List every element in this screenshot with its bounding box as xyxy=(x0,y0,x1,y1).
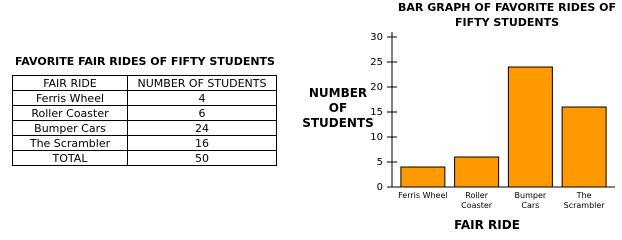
y-tick-label: 0 xyxy=(377,182,383,193)
table-header: FAIR RIDE NUMBER OF STUDENTS xyxy=(12,75,277,91)
bar xyxy=(507,66,553,188)
x-axis-label: FAIR RIDE xyxy=(454,218,520,230)
header-cell: NUMBER OF STUDENTS xyxy=(127,75,277,91)
table-total: TOTAL 50 xyxy=(12,150,277,166)
x-tick-label: Bumper Cars xyxy=(514,191,547,210)
cell: TOTAL xyxy=(12,150,128,166)
x-tick-label: Ferris Wheel xyxy=(398,191,448,200)
bar xyxy=(400,166,446,188)
cell: Bumper Cars xyxy=(12,120,128,136)
bar xyxy=(454,156,500,188)
cell: Roller Coaster xyxy=(12,105,128,121)
page: FAVORITE FAIR RIDES OF FIFTY STUDENTS FA… xyxy=(12,1,616,230)
y-tick-label: 15 xyxy=(370,107,383,118)
chart: 0 5 10 15 20 25 30 xyxy=(370,32,615,193)
data-table: FAIR RIDE NUMBER OF STUDENTS Ferris Wheel… xyxy=(12,75,277,166)
y-tick-label: 20 xyxy=(370,82,383,93)
chart-title: BAR GRAPH OF FAVORITE RIDES OF FIFTY STU… xyxy=(398,1,616,29)
y-tick-label: 5 xyxy=(377,157,383,168)
cell: 50 xyxy=(127,150,277,166)
cell: The Scrambler xyxy=(12,135,128,151)
y-tick-label: 25 xyxy=(370,57,383,68)
x-tick-label: Roller Coaster xyxy=(461,191,493,210)
cell: 16 xyxy=(127,135,277,151)
table-title: FAVORITE FAIR RIDES OF FIFTY STUDENTS xyxy=(15,55,275,68)
y-tick-label: 30 xyxy=(370,32,383,43)
y-tick-label: 10 xyxy=(370,132,383,143)
y-axis-label: NUMBER OF STUDENTS xyxy=(302,86,374,130)
table-row: The Scrambler 16 xyxy=(12,135,277,151)
x-tick-label: The Scrambler xyxy=(563,191,605,210)
bar xyxy=(561,106,607,188)
